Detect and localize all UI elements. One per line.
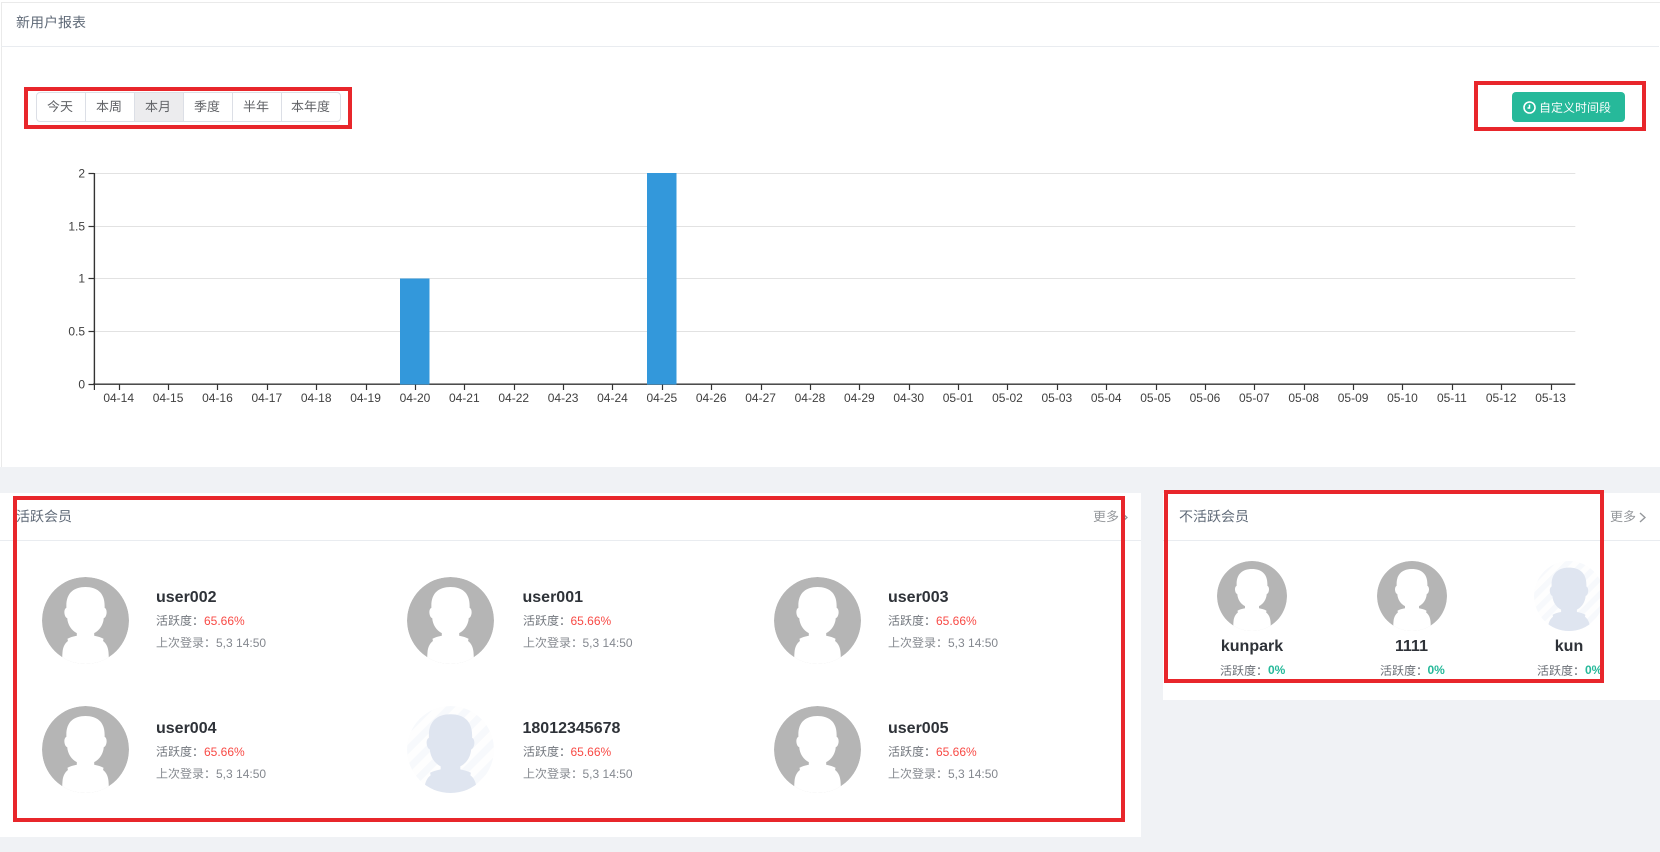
svg-text:04-21: 04-21 <box>449 391 480 405</box>
svg-text:04-28: 04-28 <box>795 391 826 405</box>
svg-text:0: 0 <box>78 378 85 392</box>
svg-text:0.5: 0.5 <box>68 325 85 339</box>
svg-text:04-25: 04-25 <box>646 391 677 405</box>
svg-text:04-27: 04-27 <box>745 391 776 405</box>
svg-text:05-05: 05-05 <box>1140 391 1171 405</box>
svg-text:04-16: 04-16 <box>202 391 233 405</box>
svg-text:05-07: 05-07 <box>1239 391 1270 405</box>
svg-text:05-02: 05-02 <box>992 391 1023 405</box>
svg-text:04-20: 04-20 <box>400 391 431 405</box>
svg-text:04-22: 04-22 <box>498 391 529 405</box>
svg-text:05-04: 05-04 <box>1091 391 1122 405</box>
svg-text:04-17: 04-17 <box>251 391 282 405</box>
svg-text:1: 1 <box>78 272 85 286</box>
svg-text:05-11: 05-11 <box>1437 391 1467 405</box>
svg-text:04-18: 04-18 <box>301 391 332 405</box>
svg-text:05-03: 05-03 <box>1041 391 1072 405</box>
svg-text:04-26: 04-26 <box>696 391 727 405</box>
svg-text:05-10: 05-10 <box>1387 391 1418 405</box>
svg-text:05-06: 05-06 <box>1190 391 1221 405</box>
svg-text:04-24: 04-24 <box>597 391 628 405</box>
svg-text:04-14: 04-14 <box>103 391 134 405</box>
svg-text:05-13: 05-13 <box>1535 391 1566 405</box>
svg-text:05-09: 05-09 <box>1338 391 1369 405</box>
svg-text:05-12: 05-12 <box>1486 391 1517 405</box>
svg-text:05-01: 05-01 <box>943 391 974 405</box>
svg-text:2: 2 <box>78 167 85 181</box>
svg-text:04-29: 04-29 <box>844 391 875 405</box>
svg-text:04-15: 04-15 <box>153 391 184 405</box>
svg-text:04-30: 04-30 <box>893 391 924 405</box>
svg-text:05-08: 05-08 <box>1288 391 1319 405</box>
svg-text:04-23: 04-23 <box>548 391 579 405</box>
svg-text:1.5: 1.5 <box>68 220 85 234</box>
svg-text:04-19: 04-19 <box>350 391 381 405</box>
